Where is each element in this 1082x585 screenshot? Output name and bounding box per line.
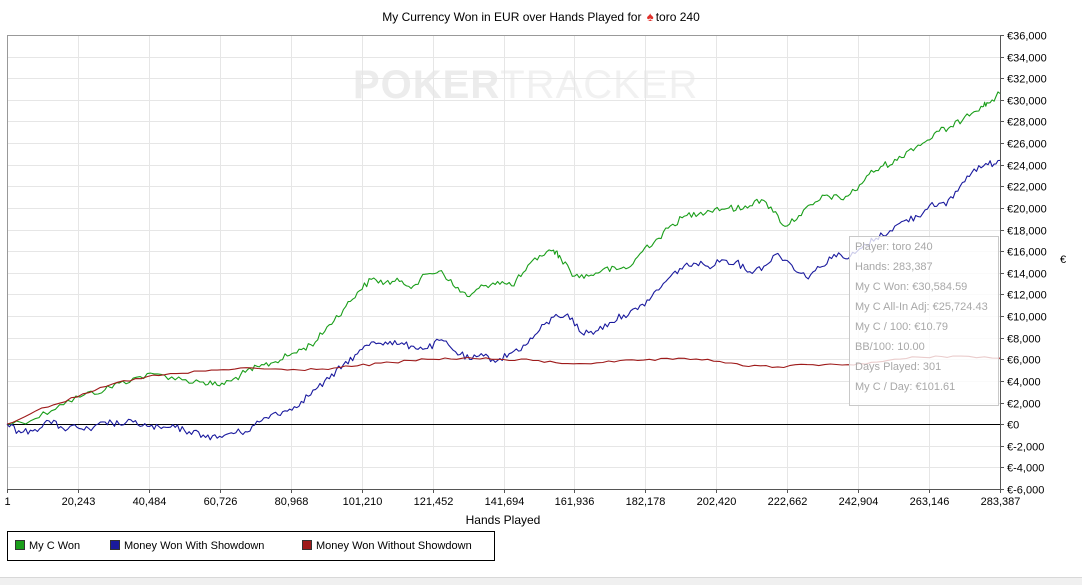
- y-tick-label: €26,000: [1007, 139, 1047, 151]
- y-tick-label: €28,000: [1007, 117, 1047, 129]
- legend-label: Money Won With Showdown: [124, 540, 265, 552]
- legend-swatch: [302, 540, 312, 550]
- watermark-light: TRACKER: [500, 63, 699, 107]
- x-tick-label: 141,694: [485, 496, 525, 508]
- y-tick-label: €20,000: [1007, 204, 1047, 216]
- x-tick-label: 40,484: [133, 496, 167, 508]
- y-tick-label: €30,000: [1007, 96, 1047, 108]
- x-tick-label: 1: [4, 496, 10, 508]
- y-axis-label: €: [1060, 254, 1067, 266]
- info-bb-100: BB/100: 10.00: [855, 341, 925, 353]
- info-per-day: My C / Day: €101.61: [855, 381, 956, 393]
- x-tick-label: 222,662: [768, 496, 808, 508]
- plot-area: 1 20,243 40,484 60,726 80,968 101,210 121,452 1…: [4, 31, 1047, 528]
- pokertracker-watermark: POKERTRACKER: [353, 63, 698, 108]
- x-tick-label: 80,968: [275, 496, 309, 508]
- y-tick-label: €32,000: [1007, 74, 1047, 86]
- x-axis-title: Hands Played: [466, 513, 541, 527]
- series-line-money-won-without-showdown: [6, 355, 1001, 425]
- x-tick-label: 182,178: [626, 496, 666, 508]
- info-player: Player: toro 240: [855, 241, 933, 253]
- spade-icon: ♠: [646, 9, 654, 24]
- info-per-100: My C / 100: €10.79: [855, 321, 948, 333]
- info-days-played: Days Played: 301: [855, 361, 942, 373]
- y-tick-label: €22,000: [1007, 182, 1047, 194]
- legend-label: My C Won: [29, 540, 81, 552]
- x-tick-label: 121,452: [414, 496, 454, 508]
- y-tick-label: €14,000: [1007, 269, 1047, 281]
- x-tick-label: 161,936: [555, 496, 595, 508]
- y-tick-label: €24,000: [1007, 161, 1047, 173]
- series-line-money-won-with-showdown: [6, 159, 1001, 441]
- x-tick-label: 101,210: [343, 496, 383, 508]
- y-tick-label: €16,000: [1007, 247, 1047, 259]
- legend-label: Money Won Without Showdown: [316, 540, 472, 552]
- info-hands: Hands: 283,387: [855, 261, 933, 273]
- y-tick-label: €-4,000: [1007, 463, 1044, 475]
- legend-item-my-c-won[interactable]: My C Won: [15, 540, 80, 552]
- y-tick-label: €8,000: [1007, 334, 1041, 346]
- y-tick-label: €10,000: [1007, 312, 1047, 324]
- chart-title: My Currency Won in EUR over Hands Played…: [0, 9, 1082, 24]
- y-tick-label: €12,000: [1007, 290, 1047, 302]
- y-tick-label: €-6,000: [1007, 485, 1044, 497]
- y-tick-label: €0: [1007, 420, 1019, 432]
- y-tick-label: €6,000: [1007, 355, 1041, 367]
- y-tick-label: €36,000: [1007, 31, 1047, 43]
- y-tick-label: €-2,000: [1007, 442, 1044, 454]
- chart-legend: My C Won Money Won With Showdown Money W…: [7, 531, 495, 561]
- watermark-dark: POKER: [353, 63, 501, 107]
- info-all-in-adj: My C All-In Adj: €25,724.43: [855, 301, 988, 313]
- y-tick-label: €18,000: [1007, 226, 1047, 238]
- legend-item-with-showdown[interactable]: Money Won With Showdown: [110, 540, 264, 552]
- x-tick-label: 263,146: [910, 496, 950, 508]
- legend-swatch: [15, 540, 25, 550]
- x-tick-label: 283,387: [981, 496, 1021, 508]
- series-line-my-c-won: [6, 91, 1001, 425]
- y-tick-label: €4,000: [1007, 377, 1041, 389]
- legend-item-without-showdown[interactable]: Money Won Without Showdown: [302, 540, 472, 552]
- stats-info-box: Player: toro 240 Hands: 283,387 My C Won…: [849, 236, 999, 406]
- x-tick-label: 242,904: [839, 496, 879, 508]
- y-tick-label: €34,000: [1007, 53, 1047, 65]
- window-bottom-edge: [0, 577, 1082, 585]
- legend-swatch: [110, 540, 120, 550]
- x-tick-label: 202,420: [697, 496, 737, 508]
- x-tick-label: 60,726: [204, 496, 238, 508]
- x-tick-label: 20,243: [62, 496, 96, 508]
- y-tick-label: €2,000: [1007, 399, 1041, 411]
- info-my-c-won: My C Won: €30,584.59: [855, 281, 968, 293]
- chart-title-prefix: My Currency Won in EUR over Hands Played…: [382, 10, 642, 24]
- chart-title-player: toro 240: [655, 10, 700, 24]
